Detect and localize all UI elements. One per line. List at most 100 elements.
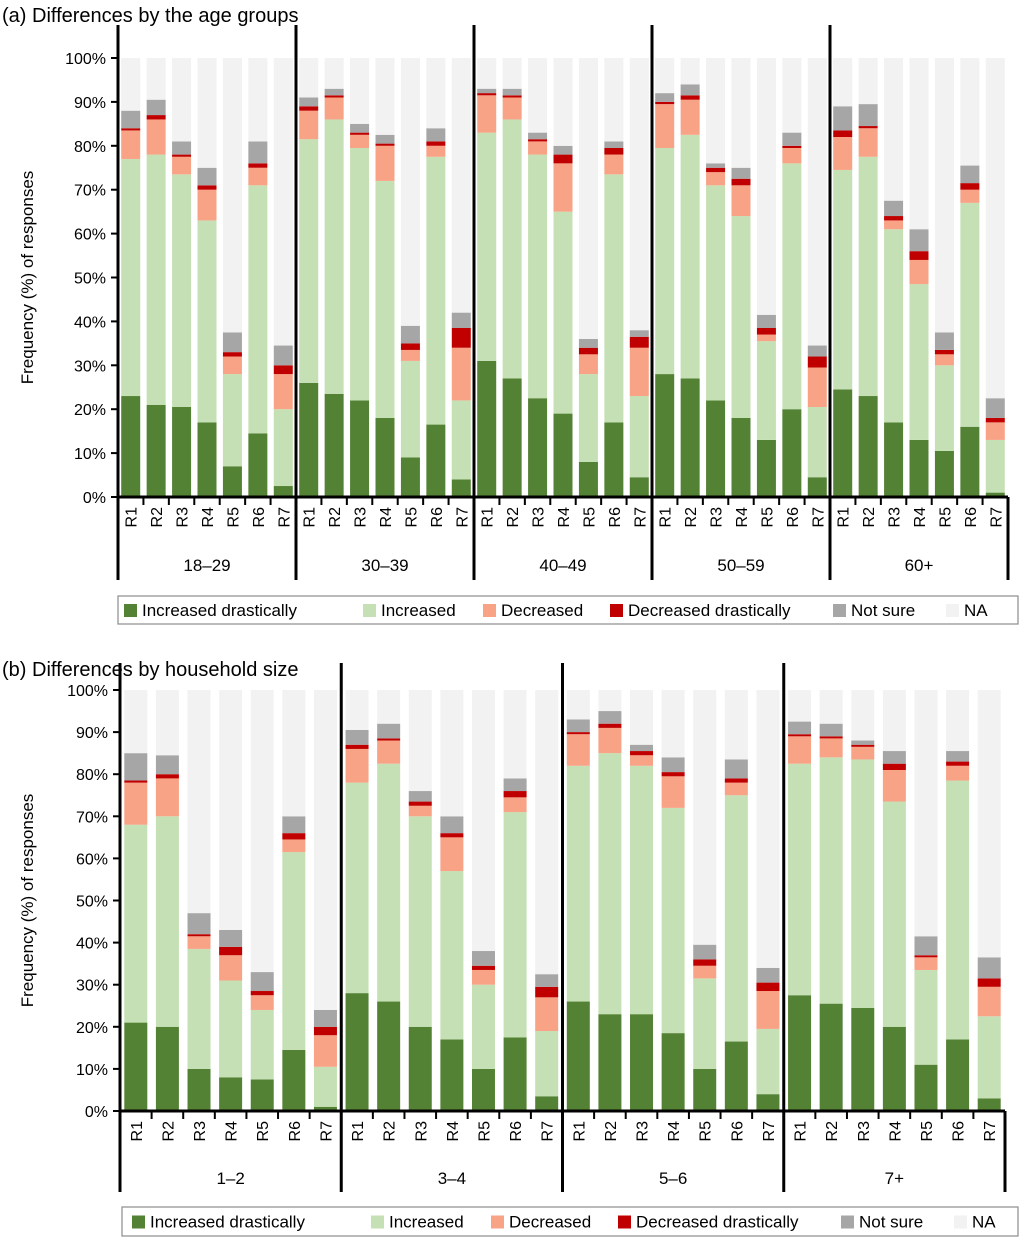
x-tick-label: R1: [302, 507, 319, 528]
bar-segment-na: [528, 58, 548, 133]
bar-segment-increased-drastically: [934, 450, 954, 497]
bar-segment-decreased: [502, 97, 522, 120]
bar-segment-increased-drastically: [960, 426, 980, 497]
bar-segment-decreased-drastically: [375, 143, 395, 146]
bar-segment-increased-drastically: [566, 1001, 590, 1111]
x-tick-label: R2: [861, 507, 878, 528]
bar-segment-increased-drastically: [629, 477, 649, 497]
bar-segment-na: [187, 690, 211, 914]
legend-label: Decreased: [501, 601, 583, 620]
bar-segment-decreased: [884, 220, 904, 230]
bar-segment-na: [706, 58, 726, 164]
bar-segment-decreased-drastically: [655, 101, 675, 105]
bar-segment-not-sure: [324, 88, 344, 96]
legend-swatch: [371, 1215, 384, 1229]
bar-segment-decreased: [706, 172, 726, 186]
bar-segment-not-sure: [655, 93, 675, 102]
bar-segment-not-sure: [273, 345, 293, 366]
bar-segment-decreased: [553, 163, 573, 212]
bar-segment-na: [782, 58, 802, 133]
bar-segment-na: [502, 58, 522, 89]
bar-segment-increased-drastically: [578, 461, 598, 497]
bar-segment-increased-drastically: [299, 382, 319, 497]
bar-segment-decreased-drastically: [282, 833, 306, 840]
bar-segment-increased: [155, 816, 179, 1027]
bar-segment-not-sure: [788, 721, 812, 735]
bar-segment-increased: [528, 154, 548, 399]
bar-segment-increased-drastically: [155, 1026, 179, 1111]
bar-segment-na: [851, 690, 875, 741]
x-tick-label: R7: [761, 1121, 778, 1142]
bar-segment-increased-drastically: [248, 433, 268, 497]
x-tick-label: R6: [287, 1121, 304, 1142]
x-tick-label: R1: [658, 507, 675, 528]
bar-segment-decreased-drastically: [299, 106, 319, 111]
group-label: 30–39: [361, 556, 408, 575]
bar-segment-increased: [400, 360, 420, 458]
bar-segment-na: [155, 690, 179, 756]
bar-segment-na: [324, 58, 344, 89]
bar-segment-na: [299, 58, 319, 98]
bar-segment-not-sure: [578, 338, 598, 348]
legend-box: [117, 595, 1019, 625]
x-tick-label: R6: [963, 507, 980, 528]
bar-segment-na: [219, 690, 243, 930]
bar-segment-decreased: [535, 997, 559, 1032]
bar-segment-decreased-drastically: [724, 778, 748, 783]
bar-segment-decreased: [219, 955, 243, 981]
x-tick-label: R2: [683, 507, 700, 528]
bar-segment-increased: [731, 216, 751, 418]
y-tick-label: 60%: [76, 851, 108, 868]
bar-segment-decreased-drastically: [819, 736, 843, 739]
x-tick-label: R1: [571, 1121, 588, 1142]
chart-title: (a) Differences by the age groups: [2, 5, 298, 27]
bar-segment-not-sure: [535, 974, 559, 987]
bar-segment-decreased: [299, 110, 319, 140]
bar-segment-not-sure: [155, 755, 179, 775]
bar-segment-increased: [788, 763, 812, 996]
bar-segment-decreased-drastically: [578, 347, 598, 355]
bar-segment-decreased-drastically: [471, 965, 495, 970]
bar-segment-increased-drastically: [756, 439, 776, 497]
bar-segment-decreased-drastically: [706, 167, 726, 173]
x-tick-label: R1: [129, 1121, 146, 1142]
y-tick-label: 50%: [74, 271, 106, 288]
bar-segment-decreased-drastically: [693, 959, 717, 966]
y-tick-label: 20%: [76, 1020, 108, 1037]
bar-segment-decreased-drastically: [535, 986, 559, 998]
bar-segment-decreased: [807, 367, 827, 408]
bar-segment-na: [535, 690, 559, 975]
x-tick-label: R4: [200, 507, 217, 528]
bar-segment-decreased-drastically: [121, 128, 141, 131]
bar-segment-decreased: [960, 189, 980, 203]
bar-segment-decreased-drastically: [528, 139, 548, 142]
bar-segment-not-sure: [914, 936, 938, 956]
bar-segment-decreased-drastically: [502, 95, 522, 98]
bar-segment-na: [833, 58, 853, 107]
bar-segment-increased: [172, 174, 192, 408]
x-tick-label: R5: [759, 507, 776, 528]
y-tick-label: 40%: [76, 936, 108, 953]
bar-segment-not-sure: [187, 913, 211, 935]
bar-segment-decreased: [882, 769, 906, 802]
bar-segment-increased: [440, 871, 464, 1040]
x-tick-label: R5: [937, 507, 954, 528]
bar-segment-increased-drastically: [313, 1106, 337, 1111]
bar-segment-na: [146, 58, 166, 100]
x-tick-label: R2: [382, 1121, 399, 1142]
bar-segment-na: [977, 690, 1001, 958]
x-tick-label: R6: [251, 507, 268, 528]
x-tick-label: R6: [607, 507, 624, 528]
bar-segment-increased: [914, 969, 938, 1065]
bar-segment-increased-drastically: [535, 1096, 559, 1111]
bar-segment-increased-drastically: [909, 439, 929, 497]
bar-segment-na: [273, 58, 293, 346]
bar-segment-na: [503, 690, 527, 779]
bar-segment-decreased-drastically: [985, 417, 1005, 423]
bar-segment-increased: [250, 1009, 274, 1080]
bar-segment-decreased: [121, 130, 141, 159]
bar-segment-increased: [819, 757, 843, 1004]
x-tick-label: R3: [192, 1121, 209, 1142]
bar-segment-increased: [350, 147, 370, 401]
bar-segment-decreased: [282, 839, 306, 853]
